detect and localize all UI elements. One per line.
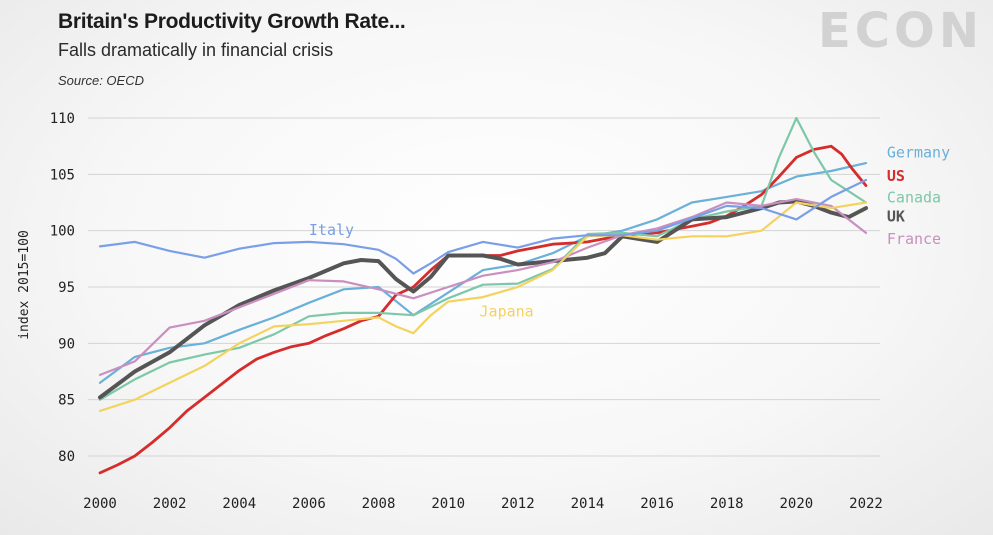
- x-tick-labels: 2000 2002 2004 2006 2008 2010 2012 2014 2016 2018…: [83, 496, 883, 512]
- econ-logo: ECON: [818, 3, 983, 59]
- x-tick-label: 2006: [292, 496, 326, 512]
- y-tick-label: 85: [58, 393, 75, 409]
- x-tick-label: 2000: [83, 496, 117, 512]
- x-tick-label: 2020: [780, 496, 814, 512]
- series-label-france: France: [887, 230, 941, 248]
- series-label-us: US: [887, 167, 905, 185]
- series-line-japana: [98, 201, 868, 412]
- series-label-canada: Canada: [887, 189, 941, 207]
- y-tick-label: 110: [50, 111, 75, 127]
- y-tick-label: 105: [50, 167, 75, 183]
- series-lines: [98, 116, 868, 475]
- series-line-france: [98, 198, 868, 376]
- x-tick-label: 2014: [571, 496, 605, 512]
- series-line-canada: [98, 116, 868, 401]
- y-tick-label: 95: [58, 280, 75, 296]
- x-tick-label: 2022: [849, 496, 883, 512]
- y-tick-label: 100: [50, 224, 75, 240]
- x-tick-label: 2002: [153, 496, 187, 512]
- x-tick-label: 2018: [710, 496, 744, 512]
- chart-source: Source: OECD: [58, 73, 144, 88]
- x-tick-label: 2008: [362, 496, 396, 512]
- x-tick-label: 2004: [222, 496, 256, 512]
- series-line-germany: [98, 162, 868, 384]
- gridlines: [88, 117, 880, 457]
- series-label-uk: UK: [887, 208, 905, 226]
- y-tick-label: 80: [58, 449, 75, 465]
- series-label-japana: Japana: [480, 302, 534, 320]
- y-axis-label: index 2015=100: [17, 230, 32, 340]
- x-tick-label: 2010: [431, 496, 465, 512]
- series-line-italy: [98, 178, 868, 275]
- chart-title: Britain's Productivity Growth Rate...: [58, 10, 406, 33]
- y-tick-labels: 80 85 90 95 100 105 110: [50, 111, 75, 465]
- series-label-italy: Italy: [309, 221, 354, 239]
- x-tick-label: 2016: [640, 496, 674, 512]
- y-tick-label: 90: [58, 336, 75, 352]
- series-label-germany: Germany: [887, 143, 950, 161]
- chart-subtitle: Falls dramatically in financial crisis: [58, 40, 334, 60]
- x-tick-label: 2012: [501, 496, 535, 512]
